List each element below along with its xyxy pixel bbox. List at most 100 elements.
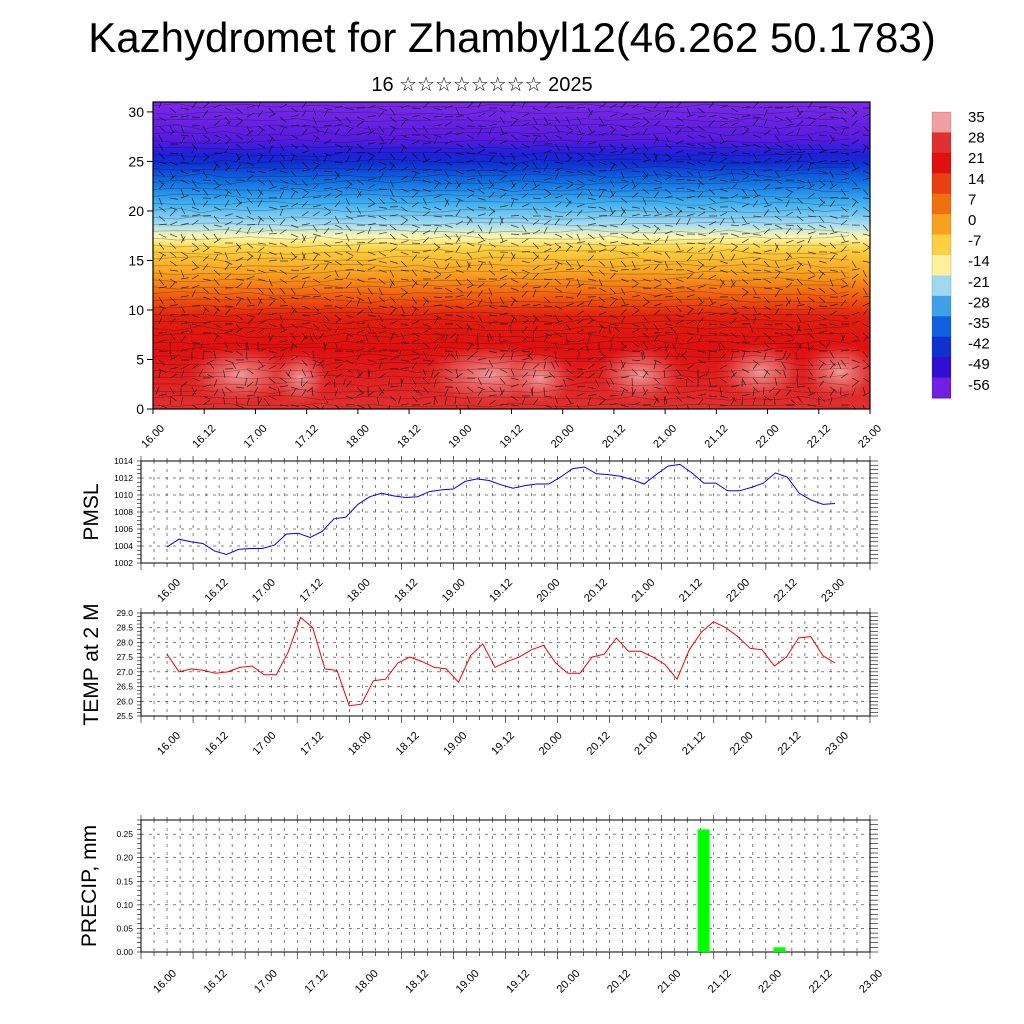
wind-barb <box>763 249 772 253</box>
wind-barb <box>509 324 512 334</box>
wind-barb <box>334 388 339 397</box>
wind-barb <box>730 128 737 136</box>
wind-barb <box>851 268 860 271</box>
wind-barb <box>697 285 706 289</box>
wind-barb <box>620 102 627 109</box>
colorbar-frame <box>931 111 952 399</box>
wind-barb <box>345 197 350 206</box>
wind-barb <box>565 347 574 352</box>
wind-barb <box>686 254 693 262</box>
wind-barb <box>608 325 611 334</box>
x-tick-label: 16.00 <box>151 968 179 996</box>
x-tick-label: 18.12 <box>392 577 420 605</box>
wind-barb <box>246 397 250 406</box>
wind-barb <box>400 260 407 267</box>
wind-barb <box>433 107 442 111</box>
wind-barb <box>334 294 343 298</box>
wind-barb <box>543 219 551 226</box>
wind-barb <box>752 200 758 208</box>
wind-barb <box>730 332 738 338</box>
wind-barb <box>653 347 662 352</box>
wind-barb <box>389 137 395 145</box>
wind-barb <box>318 332 325 340</box>
wind-barb <box>807 296 815 302</box>
wind-barb <box>609 164 615 172</box>
wind-barb <box>543 268 552 271</box>
wind-barb <box>705 368 710 377</box>
y-tick-label: 1010 <box>114 490 133 500</box>
isoline <box>153 103 850 109</box>
wind-barb <box>279 323 286 331</box>
wind-barb <box>851 260 857 268</box>
wind-barb <box>620 206 626 214</box>
wind-barb <box>752 305 758 314</box>
wind-barb <box>576 310 584 316</box>
x-tick-label: 20.12 <box>585 730 613 758</box>
isoline <box>153 277 850 283</box>
wind-barb <box>796 186 805 190</box>
wind-barb <box>741 222 750 226</box>
wind-barb <box>807 307 812 316</box>
wind-barb <box>422 368 427 377</box>
wind-barb <box>708 377 711 386</box>
wind-barb <box>818 106 827 109</box>
wind-barb <box>829 134 835 142</box>
wind-barb <box>763 260 770 268</box>
wind-barb <box>433 379 437 388</box>
wind-barb <box>389 269 395 278</box>
wind-barb <box>334 241 343 244</box>
wind-barb <box>598 188 607 191</box>
wind-barb <box>686 161 695 166</box>
wind-barb <box>664 230 673 235</box>
x-tick-label: 23.00 <box>857 968 885 996</box>
wind-barb <box>532 242 539 250</box>
wind-barb <box>356 278 365 283</box>
wind-barb <box>642 170 648 178</box>
wind-barb <box>279 287 286 295</box>
wind-barb <box>301 102 308 109</box>
colorbar-swatch <box>932 295 951 317</box>
wind-barb <box>686 170 694 177</box>
wind-barb <box>345 116 352 124</box>
x-tick-label: 20.12 <box>600 423 628 451</box>
wind-barb <box>301 233 306 242</box>
wind-barb <box>169 313 179 316</box>
wind-barb <box>653 227 659 235</box>
wind-barb <box>642 314 648 322</box>
wind-barb <box>697 115 706 118</box>
wind-barb <box>213 238 221 244</box>
wind-barb <box>334 173 340 181</box>
wind-barb <box>565 323 572 331</box>
isoline <box>153 374 850 380</box>
wind-barb <box>320 361 325 370</box>
wind-barb <box>785 192 793 199</box>
wind-barb <box>631 341 639 347</box>
wind-barb <box>367 142 376 145</box>
wind-barb <box>609 394 619 397</box>
wind-barb <box>169 209 176 217</box>
wind-barb <box>180 188 185 197</box>
wind-barb <box>598 103 606 109</box>
wind-barb <box>620 304 629 307</box>
wind-barb <box>576 191 583 199</box>
wind-barb <box>741 305 750 310</box>
wind-barb <box>279 218 286 226</box>
wind-barb <box>620 233 629 239</box>
wind-barb <box>675 377 685 379</box>
wind-barb <box>840 206 848 213</box>
wind-barb <box>653 206 659 214</box>
wind-barb <box>389 385 399 388</box>
wind-barb <box>642 323 648 331</box>
minor-ticks <box>137 815 878 959</box>
wind-barb <box>521 326 528 334</box>
x-tick-label: 18.12 <box>403 968 431 996</box>
wind-barb <box>191 341 200 345</box>
wind-barb <box>686 336 694 343</box>
wind-barb <box>708 253 714 262</box>
wind-barb <box>323 260 332 263</box>
wind-barb <box>235 242 242 250</box>
wind-barb <box>290 386 299 390</box>
wind-barb <box>158 116 167 122</box>
wind-barb <box>488 210 496 217</box>
wind-barb <box>367 266 376 271</box>
